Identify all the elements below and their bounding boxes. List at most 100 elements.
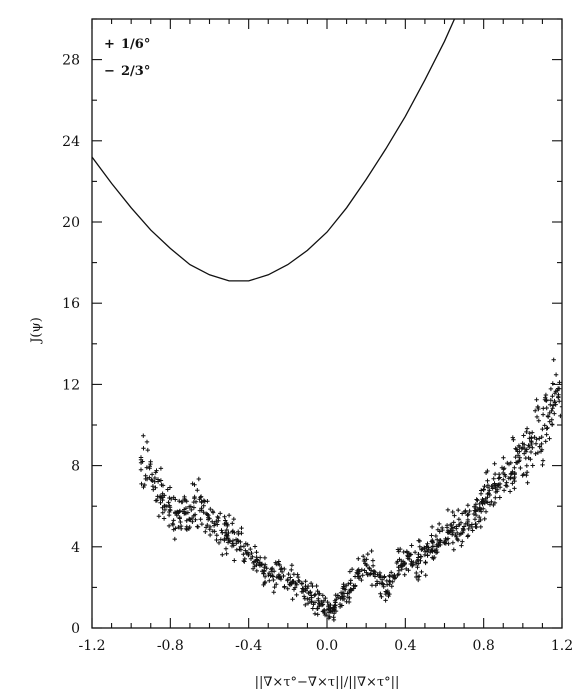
scatter-point-1-6deg (550, 381, 555, 386)
scatter-point-1-6deg (419, 569, 424, 575)
scatter-point-1-6deg (425, 553, 430, 558)
scatter-point-1-6deg (307, 597, 312, 602)
scatter-point-1-6deg (404, 566, 409, 572)
scatter-point-1-6deg (479, 488, 484, 493)
scatter-point-1-6deg (276, 572, 282, 577)
scatter-point-1-6deg (520, 473, 525, 478)
scatter-point-1-6deg (332, 607, 337, 613)
scatter-point-1-6deg (352, 574, 358, 579)
scatter-point-1-6deg (473, 521, 478, 527)
scatter-point-1-6deg (450, 540, 456, 545)
scatter-point-1-6deg (242, 556, 247, 562)
scatter-point-1-6deg (512, 478, 517, 484)
scatter-point-1-6deg (549, 422, 555, 427)
scatter-point-1-6deg (210, 509, 215, 514)
scatter-point-1-6deg (534, 437, 539, 442)
scatter-point-1-6deg (493, 495, 498, 500)
scatter-point-1-6deg (291, 572, 297, 577)
scatter-point-1-6deg (480, 501, 485, 507)
scatter-point-1-6deg (203, 525, 209, 530)
scatter-point-1-6deg (223, 518, 228, 523)
scatter-point-1-6deg (220, 552, 225, 557)
scatter-point-1-6deg (177, 508, 183, 514)
scatter-point-1-6deg (248, 546, 253, 552)
scatter-point-1-6deg (289, 563, 295, 568)
axis-tick-labels: -1.2 -0.8 -0.4 0.0 0.4 0.8 1.2 0 4 8 12 16 20 24 28 (62, 53, 572, 654)
scatter-point-1-6deg (349, 567, 355, 572)
y-tick-label: 12 (62, 377, 80, 393)
scatter-point-1-6deg (248, 556, 254, 561)
scatter-point-1-6deg (148, 461, 153, 467)
scatter-point-1-6deg (354, 570, 359, 575)
scatter-point-1-6deg (430, 544, 436, 549)
scatter-point-1-6deg (507, 489, 513, 494)
scatter-point-1-6deg (216, 518, 221, 523)
scatter-point-1-6deg (331, 617, 337, 623)
scatter-point-1-6deg (154, 498, 160, 503)
scatter-point-1-6deg (150, 478, 155, 483)
scatter-point-1-6deg (540, 412, 546, 417)
scatter-point-1-6deg (159, 482, 164, 488)
scatter-point-1-6deg (198, 517, 203, 522)
scatter-point-1-6deg (516, 443, 522, 448)
scatter-point-1-6deg (166, 523, 172, 529)
scatter-point-1-6deg (177, 515, 182, 520)
scatter-point-1-6deg (226, 537, 232, 543)
scatter-point-1-6deg (406, 568, 411, 573)
scatter-point-1-6deg (364, 562, 370, 568)
scatter-point-1-6deg (456, 517, 462, 522)
scatter-point-1-6deg (214, 537, 219, 543)
scatter-point-1-6deg (199, 521, 205, 527)
scatter-point-1-6deg (456, 522, 462, 528)
scatter-point-1-6deg (191, 505, 197, 510)
scatter-point-1-6deg (451, 520, 456, 525)
scatter-point-1-6deg (509, 471, 515, 476)
scatter-point-1-6deg (184, 518, 189, 523)
scatter-point-1-6deg (348, 578, 353, 583)
legend-label-1: 1/6° (121, 37, 150, 52)
scatter-point-1-6deg (526, 455, 531, 461)
scatter-point-1-6deg (167, 503, 172, 508)
scatter-point-1-6deg (524, 426, 530, 431)
scatter-point-1-6deg (465, 513, 470, 518)
scatter-point-1-6deg (378, 591, 383, 596)
legend-label-2: 2/3° (121, 64, 150, 79)
scatter-point-1-6deg (239, 525, 244, 531)
scatter-point-1-6deg (552, 398, 557, 404)
scatter-point-1-6deg (544, 426, 549, 431)
scatter-point-1-6deg (379, 594, 384, 599)
plot-frame (91, 18, 563, 629)
scatter-point-1-6deg (199, 500, 204, 505)
scatter-point-1-6deg (482, 484, 487, 489)
scatter-point-1-6deg (408, 552, 414, 557)
scatter-point-1-6deg (416, 561, 421, 566)
scatter-point-1-6deg (335, 593, 340, 598)
scatter-point-1-6deg (308, 581, 314, 586)
scatter-point-1-6deg (274, 582, 279, 587)
scatter-point-1-6deg (540, 462, 545, 468)
scatter-point-1-6deg (281, 573, 286, 579)
scatter-point-1-6deg (263, 562, 268, 567)
scatter-point-1-6deg (517, 458, 522, 463)
scatter-point-1-6deg (337, 604, 343, 609)
scatter-point-1-6deg (481, 506, 486, 511)
scatter-point-1-6deg (346, 590, 352, 596)
scatter-point-1-6deg (454, 534, 459, 539)
y-tick-label: 4 (71, 540, 80, 556)
scatter-point-1-6deg (297, 578, 302, 584)
scatter-point-1-6deg (493, 485, 498, 490)
scatter-point-1-6deg (487, 492, 492, 498)
scatter-point-1-6deg (277, 562, 282, 568)
scatter-point-1-6deg (542, 423, 547, 428)
scatter-point-1-6deg (262, 580, 267, 586)
scatter-point-1-6deg (236, 539, 241, 544)
scatter-point-1-6deg (232, 530, 237, 535)
scatter-point-1-6deg (396, 564, 401, 570)
scatter-point-1-6deg (153, 485, 158, 490)
scatter-point-1-6deg (160, 491, 165, 496)
scatter-point-1-6deg (212, 529, 217, 534)
scatter-point-1-6deg (344, 599, 349, 604)
scatter-point-1-6deg (538, 449, 544, 454)
scatter-point-1-6deg (356, 573, 362, 579)
scatter-point-1-6deg (243, 548, 248, 553)
